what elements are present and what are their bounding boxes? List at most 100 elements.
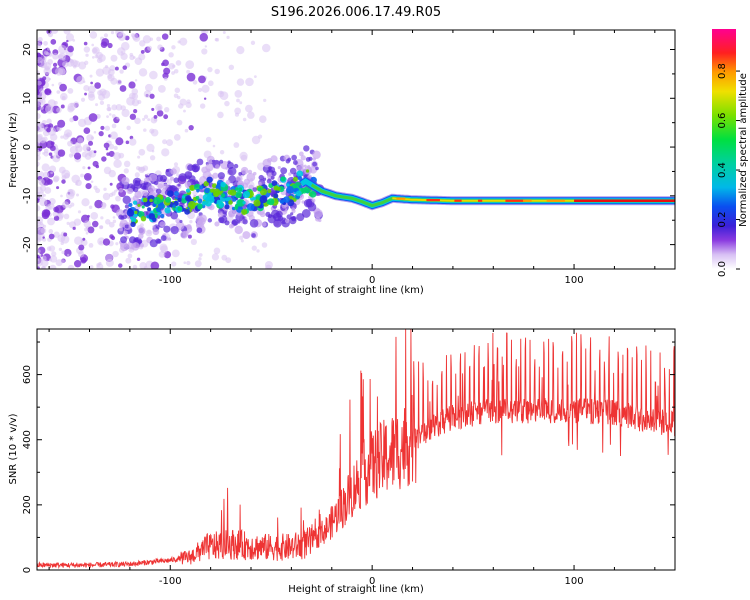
spectrogram-blob [75, 182, 78, 186]
spectrogram-blob [93, 130, 97, 134]
spectrogram-blob [94, 199, 103, 209]
spectrogram-blob [173, 134, 181, 141]
spectrogram-blob [318, 218, 322, 223]
spectrogram-blob [166, 139, 174, 147]
spectrogram-blob [63, 232, 68, 237]
spectrogram-blob [115, 104, 123, 111]
spectrogram-blob [130, 221, 136, 227]
spectrogram-blob [87, 226, 95, 234]
spectrogram-blob [126, 125, 131, 131]
spectrogram-blob [78, 244, 85, 251]
spectrogram-blob [37, 37, 43, 43]
spectrogram-blob [196, 227, 203, 234]
spectrogram-blob [131, 217, 137, 223]
spectrogram-blob [245, 77, 254, 87]
spectrogram-blob [270, 175, 275, 180]
spectrogram-blob [53, 175, 60, 182]
x-tick-label: 0 [369, 275, 375, 286]
spectrogram-blob [120, 236, 128, 244]
spectrogram-blob [89, 265, 94, 269]
spectrogram-blob [138, 226, 146, 235]
y-tick-label: 10 [22, 92, 33, 105]
spectrogram-blob [105, 253, 114, 262]
spectrogram-blob [312, 150, 321, 160]
spectrogram-blob [263, 98, 267, 103]
spectrogram-blob [211, 253, 220, 261]
spectrogram-blob [284, 218, 290, 224]
spectrogram-blob [229, 189, 237, 196]
spectrogram-blob [118, 187, 124, 193]
spectrogram-blob [37, 161, 40, 167]
spectrogram-blob [143, 90, 152, 98]
spectrogram-blob [181, 195, 186, 199]
spectrogram-blob [221, 254, 228, 261]
spectrogram-blob [44, 88, 52, 96]
spectrogram-blob [276, 210, 283, 218]
spectrogram-blob [98, 54, 106, 62]
spectrogram-blob [72, 64, 77, 69]
spectrogram-blob [48, 52, 53, 57]
spectrogram-blob [50, 39, 57, 45]
spectrogram-blob [233, 142, 240, 148]
spectrogram-blob [65, 190, 75, 200]
spectrogram-blob [179, 219, 183, 224]
spectrogram-blob [183, 109, 186, 113]
spectrogram-blob [224, 204, 230, 210]
spectrogram-blob [88, 140, 94, 146]
spectrogram-blob [259, 195, 268, 204]
spectrogram-blob [49, 264, 57, 269]
spectrogram-blob [152, 225, 156, 229]
spectrogram-blob [48, 258, 53, 262]
spectrogram-blob [228, 223, 234, 229]
spectrogram-blob [237, 199, 245, 207]
spectrogram-blob [215, 37, 220, 42]
spectrogram-blob [84, 92, 87, 96]
spectrogram-blob [138, 68, 148, 77]
spectrogram-blob [67, 87, 74, 94]
spectrogram-blob [101, 38, 110, 47]
spectrogram-blob [133, 109, 138, 114]
spectrogram-blob [218, 202, 225, 208]
spectrogram-ridge [298, 175, 675, 211]
spectrogram-blob [236, 78, 245, 86]
spectrogram-blob [72, 115, 79, 122]
spectrogram-blob [90, 211, 99, 220]
spectrogram-blob [142, 35, 152, 44]
spectrogram-blob [190, 238, 197, 246]
spectrogram-blob [84, 152, 92, 160]
spectrogram-blob [186, 69, 191, 74]
spectrogram-blob [225, 179, 231, 185]
spectrogram-blob [40, 259, 49, 267]
spectrogram-blob [89, 31, 98, 39]
y-tick-label: 600 [22, 365, 33, 384]
spectrogram-blob [248, 184, 254, 190]
spectrogram-blob [286, 185, 294, 194]
spectrogram-blob [38, 88, 45, 94]
spectrogram-blob [45, 105, 54, 114]
spectrogram-blob [119, 85, 127, 92]
spectrogram-blob [54, 67, 64, 76]
spectrogram-blob [165, 196, 172, 203]
spectrogram-blob [48, 245, 56, 252]
spectrogram-blob [50, 171, 54, 175]
spectrogram-blob [157, 212, 161, 216]
spectrogram-blob [131, 33, 139, 41]
spectrogram-blob [171, 45, 176, 50]
spectrogram-blob [107, 42, 113, 49]
spectrogram-blob [222, 209, 227, 215]
spectrogram-blob [37, 101, 41, 108]
spectrogram-blob [237, 220, 241, 224]
spectrogram-blob [177, 206, 183, 212]
spectrogram-blob [170, 225, 179, 235]
spectrogram-blob [234, 225, 243, 235]
snr-x-axis-title: Height of straight line (km) [288, 584, 424, 595]
spectrogram-y-ticks: -20 -10 0 10 20 [22, 43, 675, 270]
spectrogram-blob [196, 189, 200, 193]
spectrogram-blob [150, 128, 159, 137]
spectrogram-blob [236, 98, 240, 103]
spectrogram-blob [128, 81, 136, 89]
spectrogram-blob [131, 242, 140, 251]
spectrogram-blob [65, 33, 75, 42]
spectrogram-blob [52, 52, 59, 60]
